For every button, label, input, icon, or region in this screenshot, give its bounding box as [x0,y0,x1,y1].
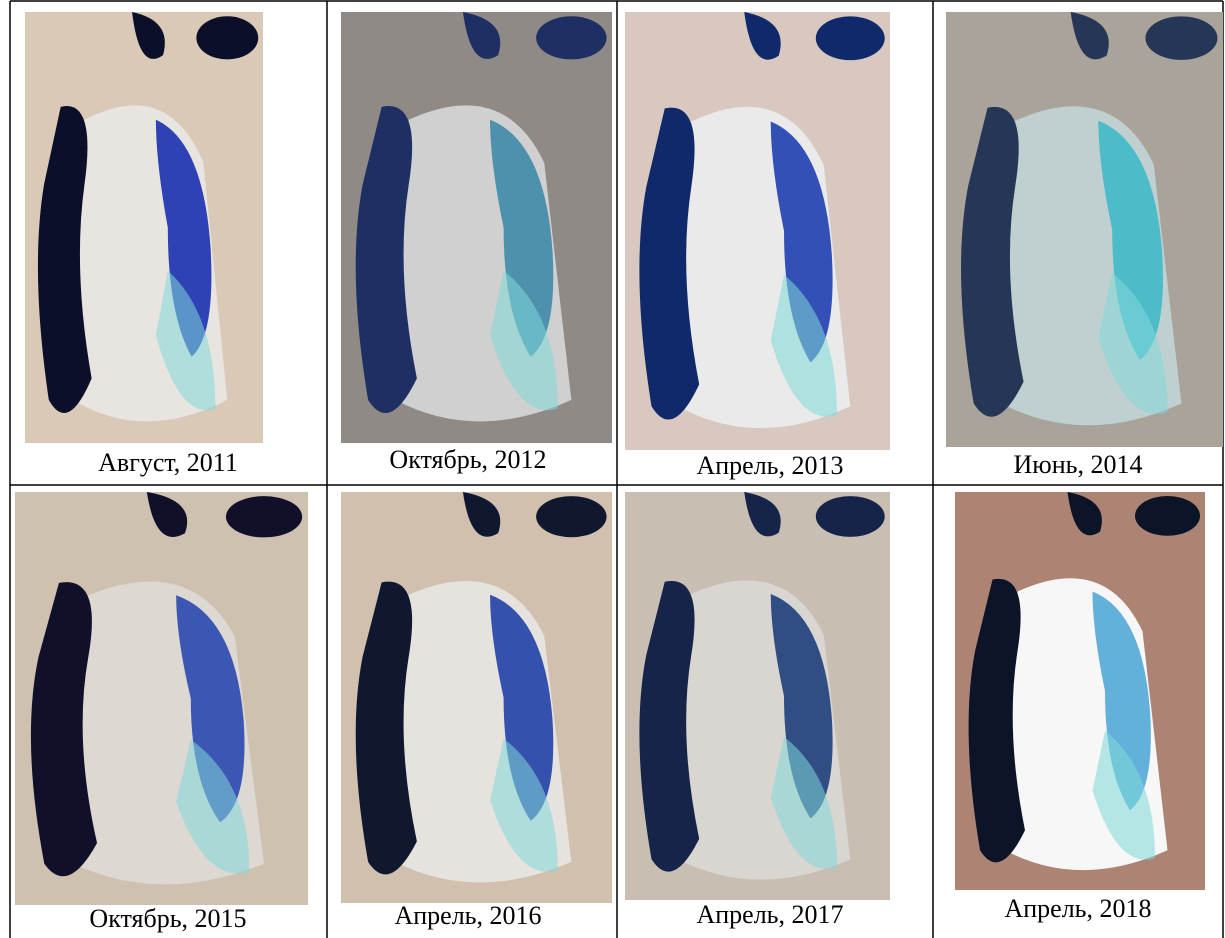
north-lake [1135,496,1200,536]
satellite-image [25,12,263,443]
satellite-image [625,12,890,450]
caption: Июнь, 2014 [1014,450,1143,479]
satellite-image [946,12,1223,447]
north-lake [226,496,302,537]
caption: Апрель, 2013 [696,451,843,480]
satellite-image [625,492,890,900]
caption: Апрель, 2016 [394,901,541,930]
north-lake [816,496,885,537]
north-lake [536,496,606,537]
north-lake [196,16,258,59]
caption: Апрель, 2018 [1004,894,1151,923]
caption: Октябрь, 2012 [389,445,546,474]
caption: Апрель, 2017 [696,900,843,929]
figure: Август, 2011 Октябрь, 2012 Апрель, 2013 Июн… [0,0,1225,938]
caption: Октябрь, 2015 [89,904,246,933]
north-lake [1145,16,1217,60]
satellite-image [341,12,612,443]
north-lake [816,16,885,60]
caption: Август, 2011 [98,448,238,477]
satellite-image [15,492,308,905]
satellite-image [341,492,612,903]
north-lake [536,16,606,59]
satellite-image [955,492,1205,890]
